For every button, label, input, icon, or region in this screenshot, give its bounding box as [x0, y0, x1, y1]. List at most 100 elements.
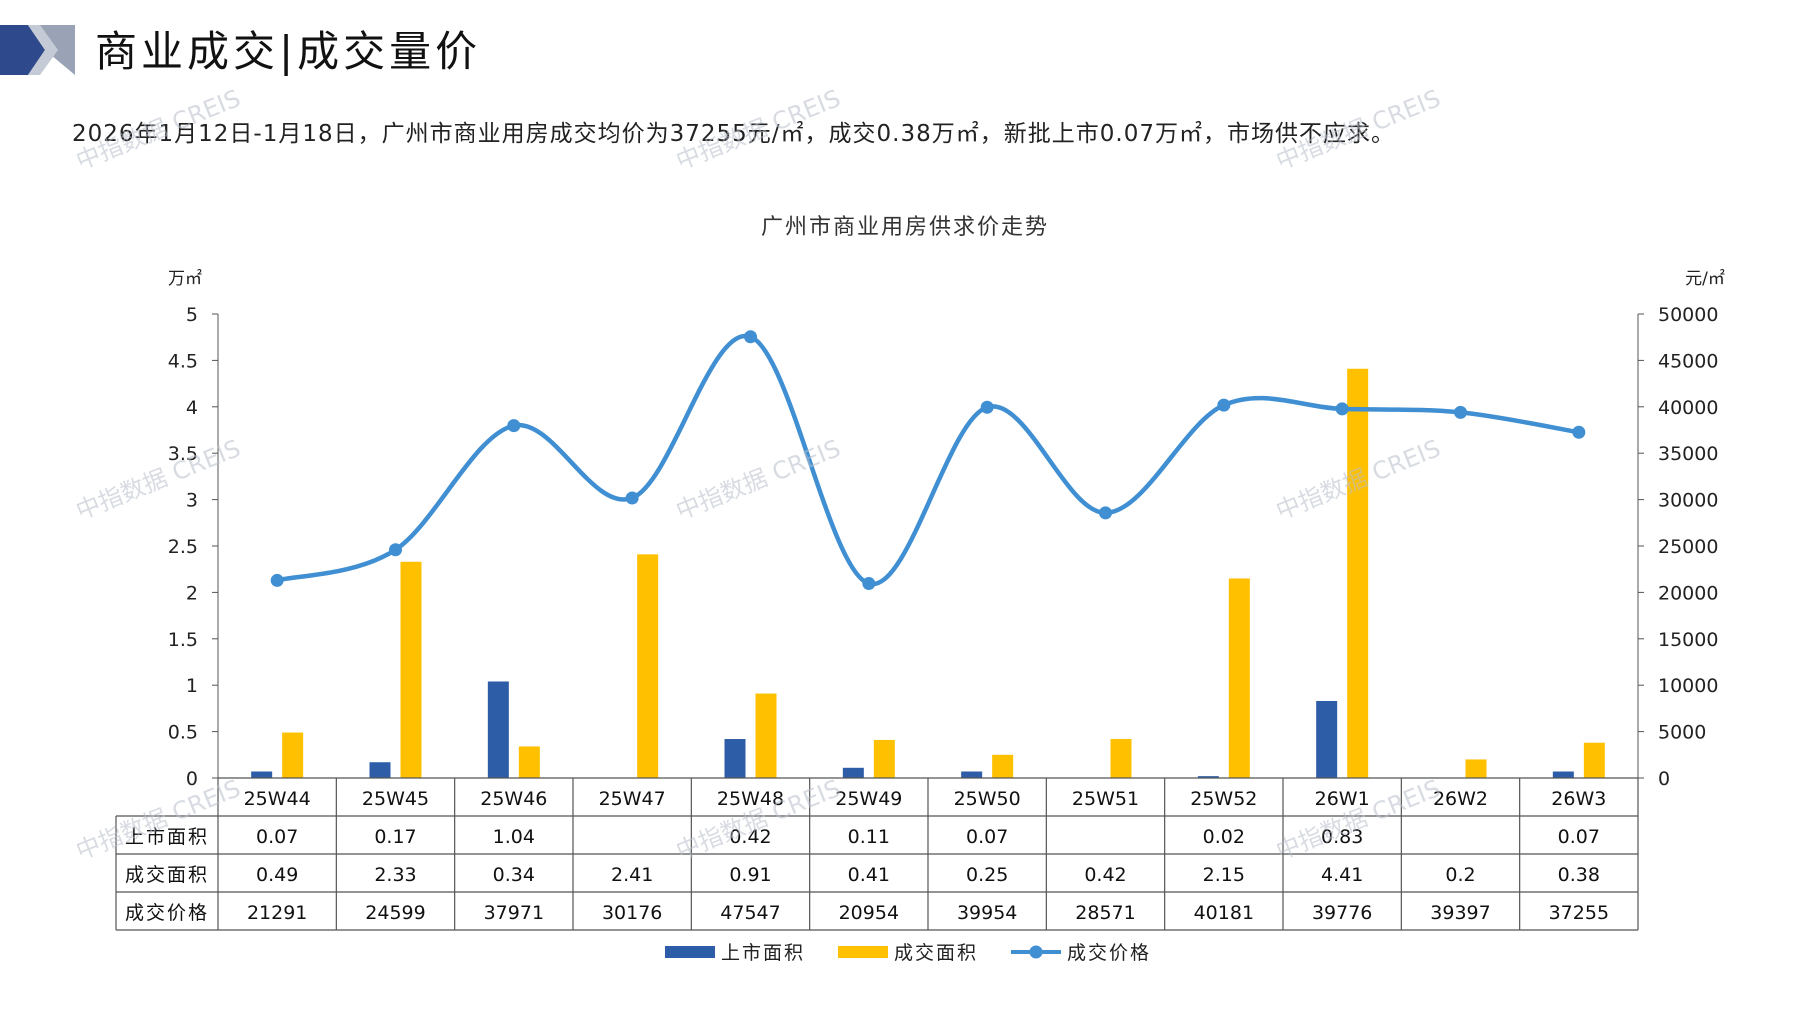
table-cell-value: 39954	[957, 902, 1017, 924]
right-tick-label: 5000	[1658, 722, 1706, 744]
table-cell-value: 21291	[247, 902, 307, 924]
table-cell-value: 37971	[484, 902, 544, 924]
table-cell-value: 0.49	[256, 864, 298, 886]
table-cell-value: 39776	[1312, 902, 1372, 924]
right-tick-label: 45000	[1658, 350, 1718, 372]
price-point	[389, 543, 402, 557]
bar-listed-area	[961, 771, 983, 778]
category-label: 25W48	[717, 788, 784, 810]
right-tick-label: 20000	[1658, 582, 1718, 604]
table-cell-value: 40181	[1194, 902, 1254, 924]
page-title: 商业成交|成交量价	[95, 27, 482, 76]
table-cell-value: 0.25	[966, 864, 1008, 886]
bar-transacted-area	[1465, 759, 1487, 778]
bar-transacted-area	[1583, 742, 1605, 778]
chart-title: 广州市商业用房供求价走势	[761, 215, 1049, 240]
left-tick-label: 2	[186, 582, 198, 604]
category-label: 25W45	[362, 788, 429, 810]
table-cell-value: 28571	[1075, 902, 1135, 924]
table-cell-value: 39397	[1430, 902, 1490, 924]
bar-transacted-area	[400, 561, 422, 778]
right-tick-label: 30000	[1658, 490, 1718, 512]
right-tick-label: 10000	[1658, 675, 1718, 697]
right-axis-unit: 元/㎡	[1685, 269, 1725, 289]
bar-transacted-area	[1347, 368, 1369, 778]
table-cell-value: 0.07	[256, 826, 298, 848]
category-label: 26W2	[1433, 788, 1488, 810]
right-tick-label: 25000	[1658, 536, 1718, 558]
logo-dark-block	[0, 25, 45, 75]
table-cell-value: 0.11	[848, 826, 890, 848]
left-tick-label: 3	[186, 490, 198, 512]
legend-label-transacted: 成交面积	[894, 942, 978, 964]
table-row-header: 上市面积	[125, 826, 209, 848]
category-label: 25W47	[599, 788, 666, 810]
bar-transacted-area	[755, 693, 777, 778]
price-point	[980, 400, 994, 414]
price-point	[862, 577, 876, 591]
left-tick-label: 0.5	[168, 722, 198, 744]
legend-swatch-listed	[665, 946, 715, 958]
header-logo	[0, 25, 75, 75]
table-cell-value: 2.33	[374, 864, 416, 886]
category-label: 25W44	[244, 788, 311, 810]
price-line	[276, 333, 1580, 586]
left-tick-label: 0	[186, 768, 198, 790]
table-cell-value: 0.42	[1084, 864, 1126, 886]
table-cell-value: 2.41	[611, 864, 653, 886]
right-tick-label: 35000	[1658, 443, 1718, 465]
category-label: 25W49	[835, 788, 902, 810]
summary-text: 2026年1月12日-1月18日，广州市商业用房成交均价为37255元/㎡，成交…	[72, 121, 1395, 147]
price-point	[744, 330, 757, 344]
bar-listed-area	[1197, 776, 1219, 778]
table-cell-value: 2.15	[1203, 864, 1245, 886]
price-point	[1217, 398, 1231, 412]
bar-transacted-area	[1228, 578, 1250, 778]
table-cell-value: 0.07	[966, 826, 1008, 848]
table-cell-value: 0.34	[493, 864, 535, 886]
right-tick-label: 50000	[1658, 304, 1718, 326]
left-tick-label: 3.5	[168, 443, 198, 465]
bar-transacted-area	[992, 754, 1014, 778]
category-label: 25W52	[1190, 788, 1257, 810]
bar-listed-area	[487, 681, 509, 778]
table-cell-value: 47547	[720, 902, 780, 924]
bar-listed-area	[1552, 771, 1574, 778]
table-cell-value: 0.02	[1203, 826, 1245, 848]
right-tick-label: 40000	[1658, 397, 1718, 419]
left-tick-label: 5	[186, 304, 198, 326]
table-cell-value: 0.2	[1445, 864, 1475, 886]
left-tick-label: 1.5	[168, 629, 198, 651]
table-cell-value: 30176	[602, 902, 662, 924]
price-point	[1099, 506, 1112, 520]
table-row-header: 成交面积	[125, 864, 209, 886]
table-cell-value: 0.38	[1558, 864, 1600, 886]
bar-listed-area	[842, 767, 864, 778]
table-cell-value: 4.41	[1321, 864, 1363, 886]
table-cell-value: 20954	[839, 902, 899, 924]
bar-listed-area	[1316, 700, 1338, 778]
table-cell-value: 0.91	[729, 864, 771, 886]
left-tick-label: 1	[186, 675, 198, 697]
category-label: 25W51	[1072, 788, 1139, 810]
right-tick-label: 15000	[1658, 629, 1718, 651]
left-tick-label: 2.5	[168, 536, 198, 558]
price-point	[625, 491, 639, 505]
table-cell-value: 0.83	[1321, 826, 1363, 848]
table-cell-value: 0.17	[374, 826, 416, 848]
legend-label-price: 成交价格	[1067, 942, 1151, 964]
table-cell-value: 37255	[1549, 902, 1609, 924]
price-point	[1454, 405, 1467, 419]
bar-listed-area	[724, 739, 746, 778]
bar-listed-area	[369, 762, 391, 778]
bar-transacted-area	[637, 554, 659, 778]
table-cell-value: 0.42	[729, 826, 771, 848]
legend-label-listed: 上市面积	[721, 942, 805, 964]
category-label: 25W50	[954, 788, 1021, 810]
bar-transacted-area	[518, 746, 540, 778]
bar-transacted-area	[873, 739, 895, 778]
logo-mid-block	[28, 25, 58, 75]
legend-marker-price	[1029, 945, 1043, 959]
table-cell-value: 0.41	[848, 864, 890, 886]
